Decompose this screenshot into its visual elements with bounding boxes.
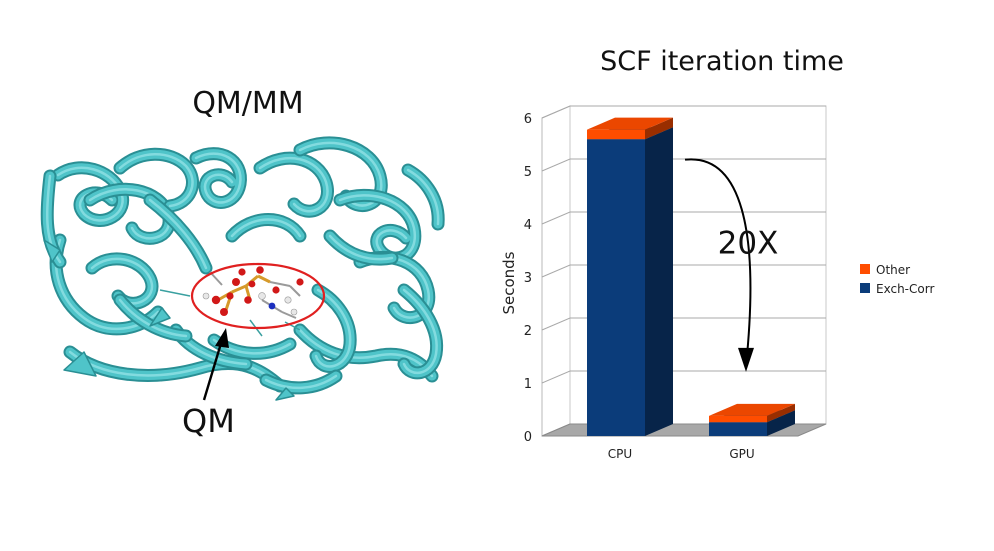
- gridline: [541, 211, 826, 225]
- legend-swatch-exch-corr: [860, 283, 870, 293]
- speedup-label: 20X: [718, 226, 779, 262]
- x-tick-label-cpu: CPU: [608, 447, 632, 461]
- gridline: [541, 105, 826, 119]
- y-tick-label: 4: [524, 218, 532, 233]
- qmmm-panel: QM/MM: [0, 0, 480, 551]
- qm-pointer-arrow: [202, 328, 229, 401]
- qm-ligand-molecule: [159, 266, 304, 337]
- legend-label-other: Other: [876, 263, 910, 277]
- y-tick-label: 6: [524, 112, 532, 127]
- y-tick-label: 1: [524, 377, 532, 392]
- qmmm-title: QM/MM: [192, 86, 304, 121]
- gridline: [541, 158, 826, 172]
- y-tick-label: 3: [524, 271, 532, 286]
- y-tick-label: 5: [524, 165, 532, 180]
- legend-label-exch-corr: Exch-Corr: [876, 282, 934, 296]
- bar-gpu-other: [709, 403, 795, 423]
- x-tick-label-gpu: GPU: [729, 447, 754, 461]
- y-axis-label: Seconds: [500, 251, 518, 314]
- bar-cpu-other: [587, 117, 673, 140]
- gridline: [541, 370, 826, 384]
- protein-ribbon-illustration: [40, 136, 445, 401]
- gridline: [541, 317, 826, 331]
- gridline: [541, 264, 826, 278]
- y-tick-label: 0: [524, 430, 532, 445]
- qm-region-ellipse: [190, 262, 326, 330]
- qm-label: QM: [182, 402, 235, 440]
- scf-bar-chart: SCF iteration time 0 1 2 3 4 5 6 Seconds CPU GPU 2…: [500, 46, 934, 461]
- bar-cpu-exch-corr: [587, 127, 673, 436]
- y-tick-label: 2: [524, 324, 532, 339]
- speedup-arrow: [684, 158, 754, 372]
- chart-title: SCF iteration time: [600, 46, 844, 77]
- legend-swatch-other: [860, 264, 870, 274]
